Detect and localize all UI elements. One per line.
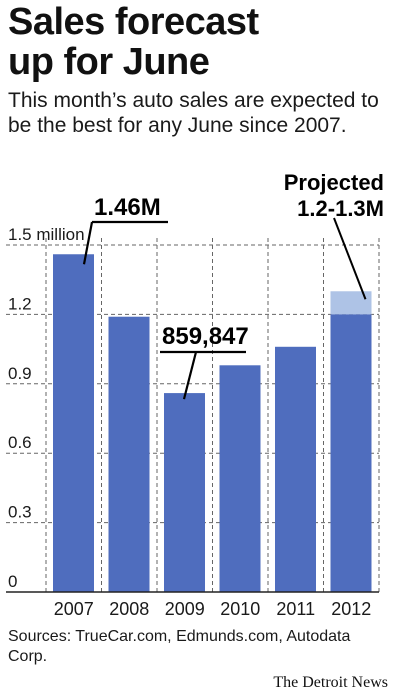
x-tick-label-2012: 2012 [331, 599, 371, 619]
callout-leader-2012 [333, 217, 367, 300]
x-tick-label-2007: 2007 [54, 599, 94, 619]
title-line-1: Sales forecast [8, 1, 259, 43]
y-tick-label-0: 0 [8, 572, 17, 591]
bar-2007 [53, 254, 94, 592]
x-tick-label-2009: 2009 [165, 599, 205, 619]
bar-2011 [275, 346, 316, 592]
publisher-credit: The Detroit News [273, 674, 388, 691]
callout-label-2009: 859,847 [162, 323, 249, 350]
chart-title: Sales forecast up for June [8, 2, 398, 82]
bar-2012 [330, 314, 372, 592]
x-tick-label-2011: 2011 [276, 599, 315, 619]
y-tick-label-2: 0.6 [8, 433, 32, 452]
y-tick-label-5: 1.5 million [8, 225, 85, 244]
title-line-2: up for June [8, 41, 210, 83]
y-tick-label-1: 0.3 [8, 503, 32, 522]
bar-projected-range-2012 [330, 291, 372, 315]
callout-label-2007: 1.46M [94, 194, 161, 221]
callout-leader-2009 [182, 351, 198, 400]
callout-label-2012-line-1: Projected [284, 170, 384, 195]
callout-label-2012-line-2: 1.2-1.3M [297, 196, 384, 221]
y-tick-label-4: 1.2 [8, 294, 32, 313]
x-tick-label-2010: 2010 [220, 599, 260, 619]
x-tick-label-2008: 2008 [109, 599, 149, 619]
chart-subtitle: This month’s auto sales are expected to … [8, 89, 379, 137]
bar-2009 [164, 393, 205, 592]
bar-2010 [219, 365, 261, 592]
y-tick-label-3: 0.9 [8, 364, 32, 383]
bar-2008 [108, 316, 150, 592]
sources-note: Sources: TrueCar.com, Edmunds.com, Autod… [8, 628, 351, 665]
bar-chart: 0 0.3 0.6 0.9 1.2 1.5 million 2007 2008 2009 2010… [6, 170, 384, 619]
callout-leader-2007 [82, 221, 94, 265]
